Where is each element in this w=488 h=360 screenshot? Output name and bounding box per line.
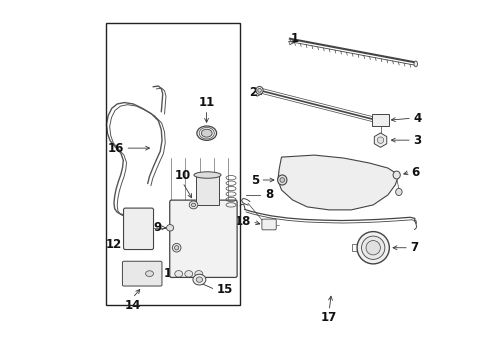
Text: 5: 5 bbox=[251, 174, 259, 186]
Text: 11: 11 bbox=[198, 96, 214, 109]
Ellipse shape bbox=[194, 172, 221, 178]
Ellipse shape bbox=[361, 236, 384, 260]
FancyBboxPatch shape bbox=[123, 208, 153, 249]
Text: 2: 2 bbox=[249, 86, 257, 99]
Text: 10: 10 bbox=[174, 168, 190, 181]
Text: 18: 18 bbox=[234, 215, 250, 228]
Ellipse shape bbox=[413, 61, 417, 67]
Ellipse shape bbox=[145, 271, 153, 276]
Ellipse shape bbox=[174, 246, 179, 250]
FancyBboxPatch shape bbox=[169, 200, 237, 278]
Text: 3: 3 bbox=[412, 134, 420, 147]
Ellipse shape bbox=[395, 188, 401, 195]
Ellipse shape bbox=[257, 88, 261, 92]
Bar bbox=[195, 175, 219, 205]
Ellipse shape bbox=[366, 240, 380, 255]
Text: 9: 9 bbox=[154, 221, 162, 234]
Text: 13: 13 bbox=[163, 267, 180, 280]
Ellipse shape bbox=[184, 271, 192, 277]
Text: 15: 15 bbox=[217, 283, 233, 296]
Ellipse shape bbox=[194, 271, 203, 277]
Bar bbox=[105, 23, 239, 305]
Polygon shape bbox=[277, 155, 398, 210]
Ellipse shape bbox=[191, 203, 195, 207]
Ellipse shape bbox=[196, 277, 202, 282]
Text: 7: 7 bbox=[409, 241, 417, 254]
Ellipse shape bbox=[172, 243, 181, 252]
FancyBboxPatch shape bbox=[262, 219, 276, 230]
Ellipse shape bbox=[201, 129, 212, 137]
Ellipse shape bbox=[174, 271, 183, 277]
Ellipse shape bbox=[255, 86, 263, 94]
Ellipse shape bbox=[356, 231, 388, 264]
Ellipse shape bbox=[392, 171, 400, 179]
Text: 14: 14 bbox=[124, 298, 141, 311]
Text: 6: 6 bbox=[411, 166, 419, 179]
Text: 12: 12 bbox=[105, 238, 122, 251]
Ellipse shape bbox=[377, 137, 383, 143]
Ellipse shape bbox=[193, 274, 205, 285]
Text: 1: 1 bbox=[290, 32, 299, 45]
Text: 4: 4 bbox=[412, 112, 420, 125]
Ellipse shape bbox=[277, 175, 286, 185]
Text: 16: 16 bbox=[107, 141, 123, 155]
Text: 17: 17 bbox=[321, 311, 337, 324]
Text: 8: 8 bbox=[265, 188, 273, 202]
Ellipse shape bbox=[166, 225, 173, 231]
Ellipse shape bbox=[197, 126, 216, 140]
FancyBboxPatch shape bbox=[122, 261, 162, 286]
Ellipse shape bbox=[279, 178, 284, 182]
Ellipse shape bbox=[189, 201, 198, 209]
FancyBboxPatch shape bbox=[371, 114, 388, 126]
